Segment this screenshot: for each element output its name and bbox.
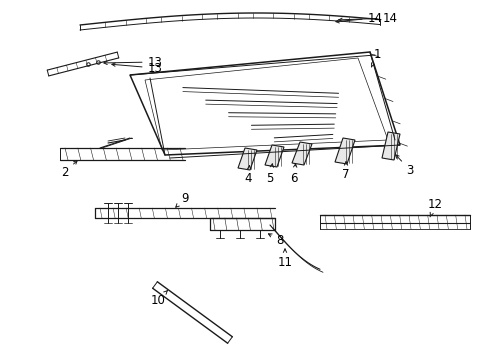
Text: 14: 14 [335, 12, 382, 24]
Text: 6: 6 [290, 164, 297, 184]
Text: 3: 3 [395, 155, 413, 176]
Polygon shape [291, 142, 311, 165]
Text: 4: 4 [244, 166, 251, 184]
Text: 13: 13 [112, 62, 162, 75]
Text: 8: 8 [268, 234, 283, 247]
Polygon shape [238, 148, 257, 170]
Text: 13: 13 [103, 55, 162, 68]
Text: 9: 9 [175, 192, 188, 207]
Text: 10: 10 [150, 291, 167, 306]
Text: 14: 14 [338, 12, 397, 24]
Text: 2: 2 [61, 161, 77, 179]
Text: 1: 1 [371, 49, 380, 67]
Text: 11: 11 [277, 249, 292, 269]
Polygon shape [381, 132, 399, 160]
Text: 5: 5 [266, 164, 273, 184]
Text: 7: 7 [342, 162, 349, 181]
Polygon shape [334, 138, 354, 164]
Polygon shape [264, 145, 284, 167]
Text: 12: 12 [427, 198, 442, 217]
